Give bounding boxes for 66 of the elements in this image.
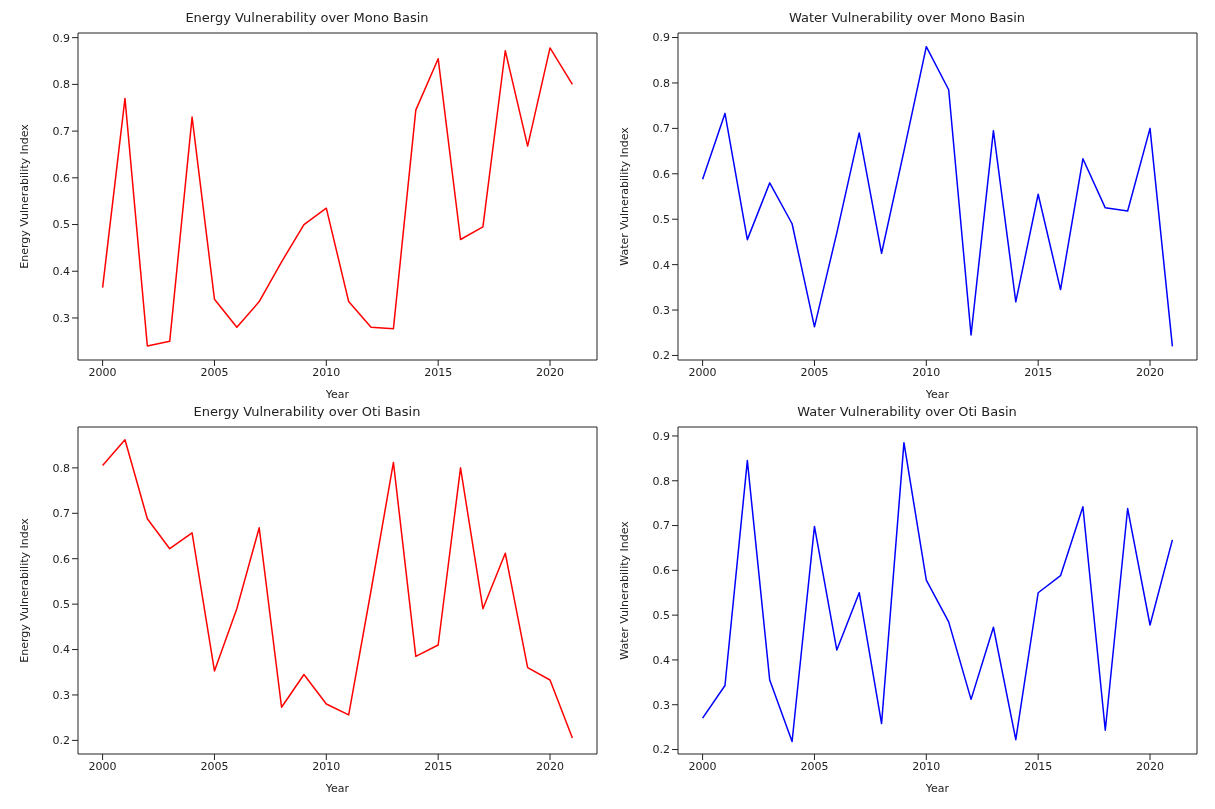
x-axis-title: Year	[324, 388, 350, 401]
y-tick-label: 0.8	[52, 78, 70, 92]
y-tick-label: 0.3	[652, 303, 670, 317]
y-tick-label: 0.3	[52, 688, 70, 702]
x-tick-label: 2005	[200, 759, 229, 773]
x-tick-label: 2020	[1136, 365, 1165, 379]
y-tick-label: 0.6	[652, 564, 670, 578]
y-tick-label: 0.7	[52, 125, 70, 139]
y-tick-label: 0.5	[652, 609, 670, 623]
y-tick-label: 0.6	[52, 171, 70, 185]
y-tick-label: 0.4	[652, 653, 670, 667]
y-tick-label: 0.4	[652, 258, 670, 272]
line-series	[101, 438, 574, 739]
x-tick-label: 2010	[912, 365, 941, 379]
y-tick-label: 0.5	[652, 213, 670, 227]
x-tick-label: 2000	[688, 365, 717, 379]
x-tick-label: 2015	[424, 365, 453, 379]
x-axis-title: Year	[924, 782, 950, 795]
x-tick-label: 2005	[800, 759, 829, 773]
y-tick-label: 0.2	[652, 349, 670, 363]
y-tick-label: 0.2	[52, 734, 70, 748]
y-tick-label: 0.6	[52, 552, 70, 566]
y-tick-label: 0.9	[652, 429, 670, 443]
y-tick-label: 0.5	[52, 598, 70, 612]
chart-title: Water Vulnerability over Mono Basin	[787, 9, 1027, 27]
y-axis-title: Water Vulnerability Index	[617, 520, 631, 660]
x-tick-label: 2005	[800, 365, 829, 379]
x-tick-label: 2000	[688, 759, 717, 773]
y-tick-label: 0.2	[652, 743, 670, 757]
y-tick-label: 0.3	[52, 311, 70, 325]
x-axis-title: Year	[924, 388, 950, 401]
y-tick-label: 0.3	[652, 698, 670, 712]
x-tick-label: 2015	[424, 759, 453, 773]
x-tick-label: 2020	[1136, 759, 1165, 773]
x-tick-label: 2010	[312, 365, 341, 379]
line-series	[701, 441, 1174, 743]
x-tick-label: 2010	[912, 759, 941, 773]
x-axis-title: Year	[324, 782, 350, 795]
chart-title: Energy Vulnerability over Mono Basin	[184, 9, 430, 27]
y-axis-title: Energy Vulnerability Index	[17, 517, 31, 663]
y-axis-title: Energy Vulnerability Index	[17, 123, 31, 269]
x-tick-label: 2000	[88, 365, 117, 379]
y-tick-label: 0.8	[652, 474, 670, 488]
y-tick-label: 0.4	[52, 265, 70, 279]
y-tick-label: 0.8	[652, 76, 670, 90]
y-tick-label: 0.9	[652, 31, 670, 45]
x-tick-label: 2020	[536, 365, 565, 379]
x-tick-label: 2005	[200, 365, 229, 379]
y-tick-label: 0.8	[52, 461, 70, 475]
y-tick-label: 0.4	[52, 643, 70, 657]
y-tick-label: 0.6	[652, 167, 670, 181]
x-tick-label: 2010	[312, 759, 341, 773]
y-tick-label: 0.7	[652, 519, 670, 533]
x-tick-label: 2015	[1024, 759, 1053, 773]
x-tick-label: 2020	[536, 759, 565, 773]
y-tick-label: 0.7	[52, 507, 70, 521]
y-axis-title: Water Vulnerability Index	[617, 126, 631, 266]
x-tick-label: 2000	[88, 759, 117, 773]
y-tick-label: 0.9	[52, 31, 70, 45]
chart-title: Water Vulnerability over Oti Basin	[796, 403, 1018, 421]
y-tick-label: 0.5	[52, 218, 70, 232]
line-series	[701, 45, 1174, 348]
y-tick-label: 0.7	[652, 122, 670, 136]
chart-title: Energy Vulnerability over Oti Basin	[192, 403, 422, 421]
line-series	[101, 47, 574, 347]
x-tick-label: 2015	[1024, 365, 1053, 379]
